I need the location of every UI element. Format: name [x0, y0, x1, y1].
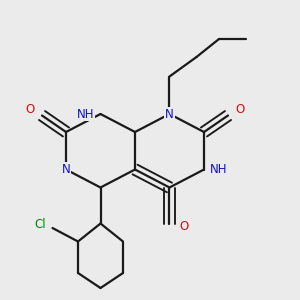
Text: NH: NH — [210, 163, 227, 176]
Text: N: N — [61, 163, 70, 176]
Text: NH: NH — [77, 107, 94, 121]
Text: O: O — [180, 220, 189, 233]
Text: O: O — [236, 103, 244, 116]
Text: Cl: Cl — [35, 218, 46, 232]
Text: O: O — [26, 103, 34, 116]
Text: N: N — [165, 107, 174, 121]
